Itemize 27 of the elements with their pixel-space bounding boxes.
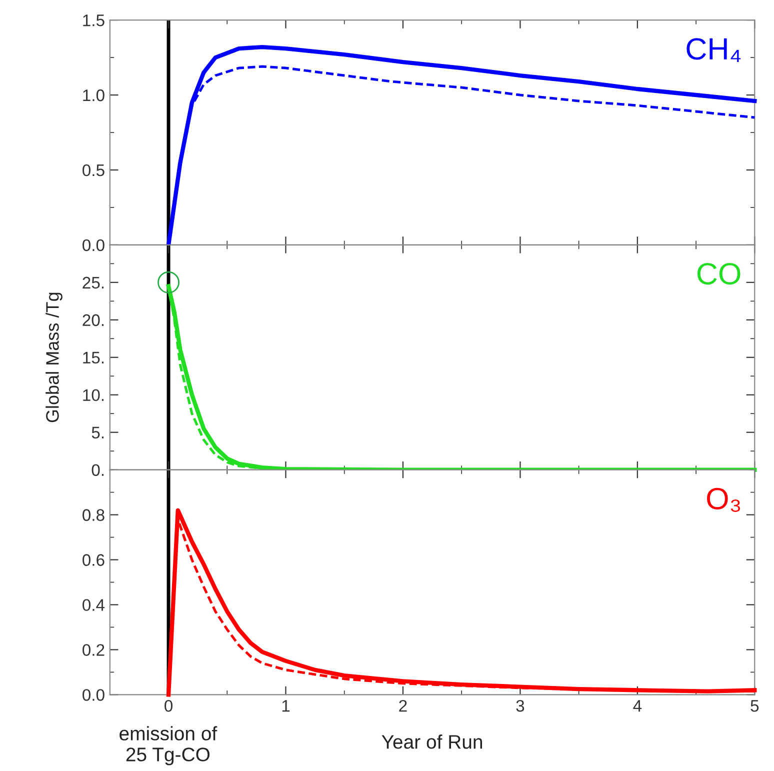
- y-tick-label: 1.0: [83, 89, 104, 102]
- y-tick-label: 25.: [82, 276, 104, 289]
- x-tick-label: 4: [633, 700, 642, 712]
- y-tick-label: 10.: [83, 389, 104, 402]
- y-tick-label: 0.5: [82, 164, 104, 176]
- y-tick-label: 0.8: [82, 509, 104, 521]
- series-label: CH₄: [686, 38, 741, 62]
- x-tick-label: 1: [282, 700, 290, 712]
- y-tick-label: 0.0: [82, 239, 104, 252]
- y-tick-label: 5.: [92, 426, 104, 439]
- y-tick-label: 0.0: [82, 689, 104, 701]
- text: O₃: [706, 488, 740, 512]
- x-tick-label: 5: [750, 700, 759, 712]
- x-axis-title: Year of Run: [382, 734, 482, 749]
- y-tick-label: 15.: [83, 352, 104, 364]
- x-tick-label: 2: [399, 700, 407, 712]
- text: CO: [697, 262, 740, 285]
- y-tick-label: 1.5: [83, 14, 104, 26]
- y-tick-label: 0.6: [82, 554, 104, 566]
- y-tick-label: 0.: [92, 464, 104, 476]
- y-tick-label: 0.2: [82, 644, 104, 656]
- y-axis-title: Global Mass /Tg: [46, 292, 62, 422]
- text: emission of 25 Tg-CO: [120, 726, 218, 766]
- x-tick-label: 3: [516, 700, 524, 712]
- y-tick-label: 20.: [82, 314, 104, 326]
- x-tick-label: 0: [164, 700, 173, 712]
- y-tick-label: 0.4: [82, 599, 105, 611]
